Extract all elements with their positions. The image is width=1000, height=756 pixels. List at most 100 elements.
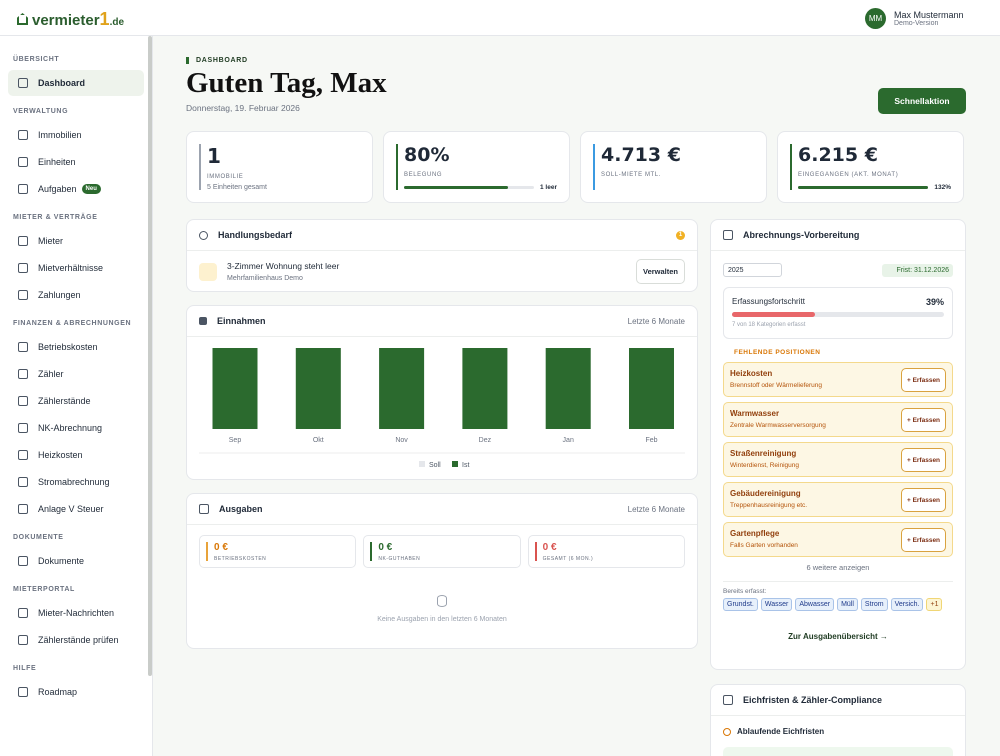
nav-item[interactable]: Mieter (8, 228, 144, 254)
card-title: Abrechnungs-Vorbereitung (743, 230, 860, 240)
nav-label: NK-Abrechnung (38, 423, 103, 433)
legend-label: Soll (429, 462, 441, 469)
bar (545, 348, 591, 429)
logo[interactable]: vermieter 1 .de (17, 9, 124, 30)
icon (199, 317, 207, 325)
income-chart: Sep Okt Nov Dez Jan Feb Soll Ist (199, 348, 685, 469)
nav-item[interactable]: Zählerstände prüfen (8, 627, 144, 653)
nav-item[interactable]: Roadmap (8, 679, 144, 705)
section-title: ÜBERSICHT (13, 56, 60, 63)
capture-button[interactable]: + Erfassen (901, 528, 946, 552)
card-title: Handlungsbedarf (218, 230, 293, 240)
count-badge: 1 (676, 230, 685, 240)
billing-body: 2025 Frist: 31.12.2026 Erfassungsfortschri… (711, 251, 965, 641)
nav-label: Mietverhältnisse (38, 263, 104, 273)
missing-item: Heizkosten Brennstoff oder Wärmelieferung… (723, 362, 953, 397)
kpi-label: BELEGUNG (404, 172, 443, 178)
year-select[interactable]: 2025 (723, 263, 782, 277)
icon (723, 695, 733, 705)
kpi-card: 6.215 € EINGEGANGEN (AKT. MONAT) 132% (777, 131, 964, 203)
expense-stat: 0 € NK-GUTHABEN (363, 535, 521, 568)
nav-label: Einheiten (38, 157, 76, 167)
capture-button[interactable]: + Erfassen (901, 408, 946, 432)
header: vermieter 1 .de MM Max Mustermann Demo-Versio… (0, 0, 1000, 36)
stat-label: GESAMT (6 MON.) (542, 556, 594, 562)
missing-name: Heizkosten (730, 369, 773, 378)
item-text: 3-Zimmer Wohnung steht leer Mehrfamilienh… (227, 261, 339, 282)
avatar: MM (865, 8, 886, 29)
expense-stat: 0 € GESAMT (6 MON.) (527, 535, 685, 568)
nav-item[interactable]: Stromabrechnung (8, 469, 144, 495)
nav-item[interactable]: Dokumente (8, 548, 144, 574)
nav-label: Zählerstände prüfen (38, 635, 119, 645)
icon (18, 342, 28, 352)
progress-track (404, 186, 534, 189)
capture-button[interactable]: + Erfassen (901, 448, 946, 472)
chip: Abwasser (795, 598, 835, 611)
card-header: Ausgaben Letzte 6 Monate (187, 494, 697, 525)
nav-item[interactable]: NK-Abrechnung (8, 415, 144, 441)
chip: Versich. (890, 598, 924, 611)
card-header: Eichfristen & Zähler-Compliance (711, 685, 965, 716)
nav-item[interactable]: Anlage V Steuer (8, 496, 144, 522)
nav-item[interactable]: Zählerstände (8, 388, 144, 414)
user-info: Max Mustermann Demo-Version (894, 10, 964, 27)
capture-button[interactable]: + Erfassen (901, 488, 946, 512)
nav-item[interactable]: Mietverhältnisse (8, 255, 144, 281)
bar (379, 348, 425, 429)
nav-item[interactable]: Betriebskosten (8, 334, 144, 360)
nav-item[interactable]: Aufgaben Neu (8, 176, 144, 202)
icon (18, 504, 28, 514)
nav-item[interactable]: Zähler (8, 361, 144, 387)
icon (18, 157, 28, 167)
missing-desc: Zentrale Warmwasserversorgung (730, 422, 826, 429)
missing-item: Warmwasser Zentrale Warmwasserversorgung +… (723, 402, 953, 437)
icon (18, 477, 28, 487)
section-title: HILFE (13, 665, 37, 672)
kpi-sub: 5 Einheiten gesamt (207, 184, 267, 191)
x-tick-label: Jan (563, 437, 574, 444)
icon (18, 423, 28, 433)
expense-row: 0 € BETRIEBSKOSTEN 0 € NK-GUTHABEN 0 € GESAMT… (187, 525, 697, 568)
eyebrow: DASHBOARD (186, 57, 248, 64)
nav-section: DOKUMENTE Dokumente (8, 534, 144, 574)
manage-button[interactable]: Verwalten (636, 259, 685, 284)
card-title: Eichfristen & Zähler-Compliance (743, 695, 883, 705)
nav-label: Mieter-Nachrichten (38, 608, 115, 618)
show-more[interactable]: 6 weitere anzeigen (723, 563, 953, 582)
nav-label: Stromabrechnung (38, 477, 110, 487)
bar (295, 348, 341, 429)
bar (629, 348, 674, 429)
icon (199, 230, 208, 240)
billing-toolbar: 2025 Frist: 31.12.2026 (723, 263, 953, 277)
nav-label: Zähler (38, 369, 64, 379)
kpi-card: 80% BELEGUNG 1 leer (383, 131, 570, 203)
nav-item[interactable]: Mieter-Nachrichten (8, 600, 144, 626)
icon (18, 369, 28, 379)
expense-link[interactable]: Zur Ausgabenübersicht → (788, 632, 888, 641)
icon (18, 236, 28, 246)
nav-item[interactable]: Heizkosten (8, 442, 144, 468)
nav-item[interactable]: Zahlungen (8, 282, 144, 308)
nav-section: MIETERPORTAL Mieter-Nachrichten Zählerstän… (8, 586, 144, 653)
progress-fill (404, 186, 508, 189)
user-menu[interactable]: MM Max Mustermann Demo-Version (865, 8, 976, 29)
capture-button[interactable]: + Erfassen (901, 368, 946, 392)
nav-item[interactable]: Immobilien (8, 122, 144, 148)
item-sub: Mehrfamilienhaus Demo (227, 275, 303, 282)
nav-label: Dashboard (38, 78, 86, 88)
icon (18, 290, 28, 300)
icon (18, 556, 28, 566)
nav-label: Anlage V Steuer (38, 504, 104, 514)
missing-desc: Treppenhausreinigung etc. (730, 502, 808, 509)
warn-icon (723, 727, 731, 736)
nav-item[interactable]: Dashboard (8, 70, 144, 96)
progress-box: Erfassungsfortschritt 39% 7 von 18 Kategor… (723, 287, 953, 339)
quick-action[interactable]: Schnellaktion (878, 88, 966, 114)
logo-digit: 1 (99, 9, 110, 29)
nav-item[interactable]: Einheiten (8, 149, 144, 175)
missing-desc: Falls Garten vorhanden (730, 542, 798, 549)
accent (534, 542, 537, 561)
icon (18, 130, 28, 140)
